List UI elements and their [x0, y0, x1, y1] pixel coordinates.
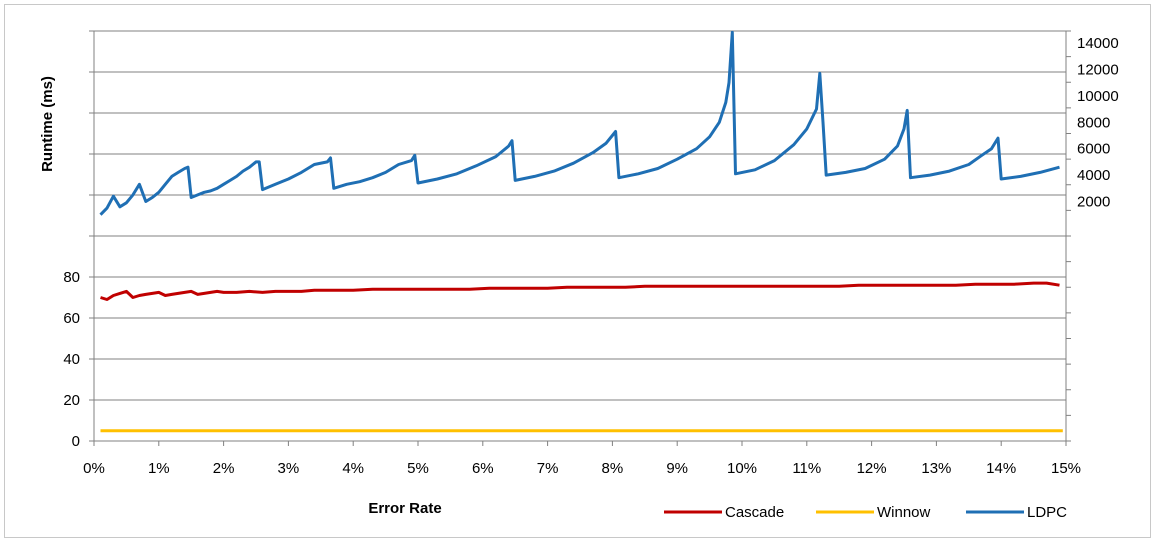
x-tick-label: 2%: [213, 460, 235, 477]
x-tick-label: 12%: [857, 460, 887, 477]
x-tick-label: 10%: [727, 460, 757, 477]
x-tick-label: 9%: [666, 460, 688, 477]
x-tick-label: 4%: [342, 460, 364, 477]
y-left-tick-label: 80: [63, 269, 80, 286]
x-axis-title: Error Rate: [368, 500, 441, 517]
series-lines: [99, 30, 1063, 433]
legend-label-cascade: Cascade: [725, 504, 784, 521]
legend-label-winnow: Winnow: [877, 504, 931, 521]
y-left-tick-label: 60: [63, 310, 80, 327]
x-tick-label: 15%: [1051, 460, 1081, 477]
x-tick-label: 3%: [278, 460, 300, 477]
y-right-tick-label: 8000: [1077, 114, 1110, 131]
y-left-tick-label: 20: [63, 392, 80, 409]
x-tick-label: 13%: [921, 460, 951, 477]
chart-frame: [4, 4, 1151, 538]
x-tick-label: 0%: [83, 460, 105, 477]
legend: Cascade Winnow LDPC: [664, 504, 1067, 521]
y-right-tick-label: 6000: [1077, 141, 1110, 158]
y-left-tick-label: 0: [72, 433, 80, 450]
axes: [89, 30, 1071, 446]
y-right-tick-label: 12000: [1077, 61, 1119, 78]
legend-label-ldpc: LDPC: [1027, 504, 1067, 521]
y-left-tick-label: 40: [63, 351, 80, 368]
y-right-tick-label: 2000: [1077, 194, 1110, 211]
y-right-tick-label: 4000: [1077, 167, 1110, 184]
x-tick-label: 5%: [407, 460, 429, 477]
x-tick-label: 8%: [602, 460, 624, 477]
x-tick-label: 11%: [792, 460, 821, 477]
y-axis-title: Runtime (ms): [39, 76, 56, 172]
x-tick-label: 7%: [537, 460, 559, 477]
series-line-ldpc: [99, 30, 1060, 216]
y-right-tick-label: 14000: [1077, 35, 1119, 52]
tick-labels: 0% 1% 2% 3% 4% 5% 6% 7% 8% 9% 10% 11% 12% 13% 14% 15% 0 2…: [63, 35, 1118, 477]
x-tick-label: 6%: [472, 460, 494, 477]
series-line-cascade: [100, 281, 1060, 301]
y-right-tick-label: 10000: [1077, 88, 1119, 105]
gridlines: [94, 30, 1066, 401]
x-tick-label: 1%: [148, 460, 170, 477]
x-tick-label: 14%: [986, 460, 1016, 477]
